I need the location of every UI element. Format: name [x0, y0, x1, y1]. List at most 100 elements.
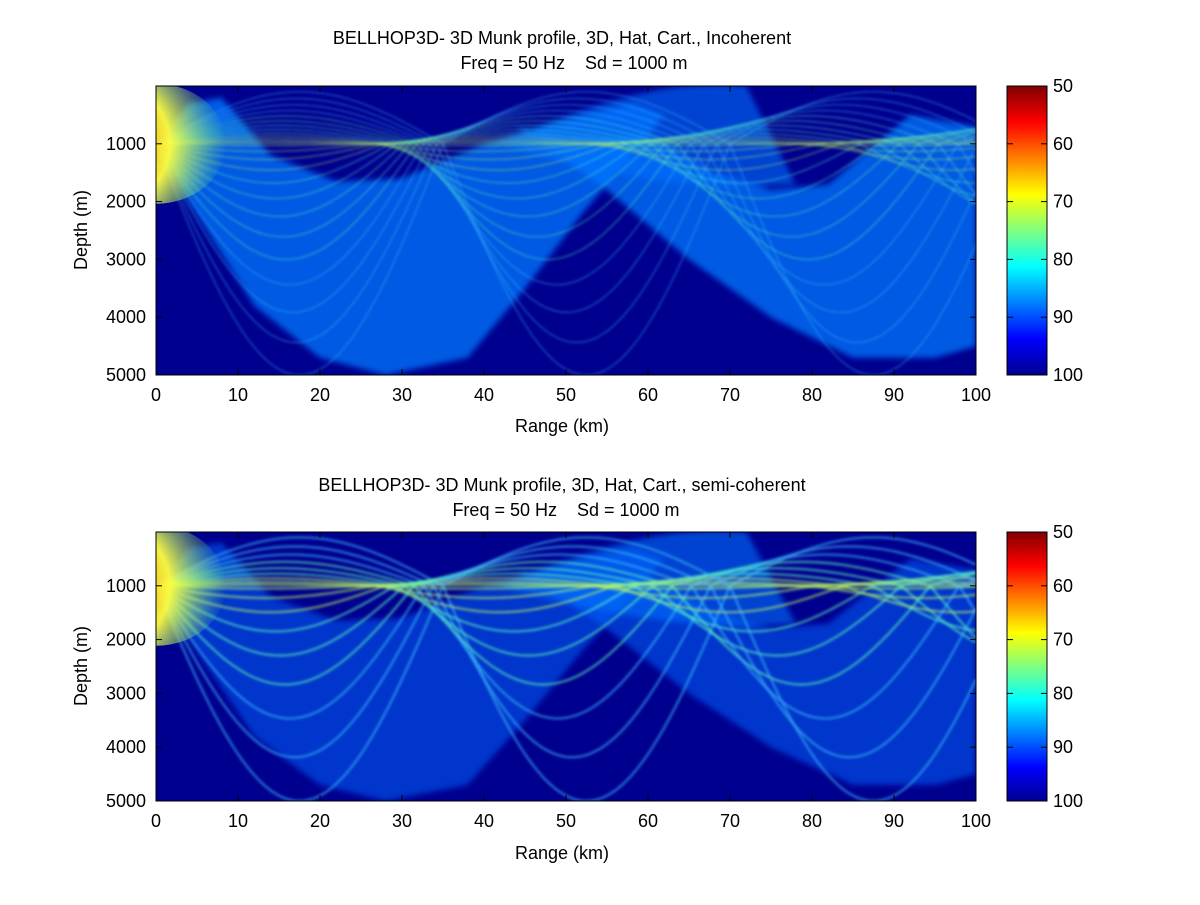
ray-path — [156, 572, 976, 633]
ray-path — [156, 128, 976, 200]
ray-path — [156, 572, 976, 633]
x-tick-label: 0 — [151, 811, 161, 831]
y-tick-label: 2000 — [106, 192, 146, 212]
colorbar-tick-label: 60 — [1053, 576, 1073, 596]
ray-path — [156, 132, 976, 184]
x-tick-label: 30 — [392, 811, 412, 831]
ray-path — [156, 577, 976, 614]
panel-2-colorbar-ramp — [1006, 531, 1048, 802]
ray-path — [156, 124, 976, 218]
x-tick-label: 50 — [556, 811, 576, 831]
panel-1-colorbar: 50 60 70 80 90 100 — [1006, 76, 1083, 385]
ray-path — [156, 560, 976, 686]
panel-2-ray-field — [156, 532, 976, 801]
energy-envelope — [156, 86, 976, 375]
panel-1-plot-area — [156, 86, 976, 375]
panel-2-colorbar: 50 60 70 80 90 100 — [1006, 522, 1083, 811]
panel-1-colorbar-ramp — [1006, 85, 1048, 376]
x-tick-label: 70 — [720, 385, 740, 405]
ray-path — [156, 545, 976, 759]
ray-path — [156, 115, 976, 261]
x-tick-label: 20 — [310, 385, 330, 405]
ray-path — [156, 567, 976, 657]
y-tick-label: 5000 — [106, 791, 146, 811]
ray-path — [156, 545, 976, 759]
colorbar-tick-label: 50 — [1053, 76, 1073, 96]
ray-path — [156, 110, 976, 286]
envelope-region-0 — [156, 97, 665, 375]
ray-path — [156, 124, 976, 217]
panel-1-title: BELLHOP3D- 3D Munk profile, 3D, Hat, Car… — [333, 28, 791, 48]
colorbar-tick-label: 80 — [1053, 683, 1073, 703]
panel-2-title: BELLHOP3D- 3D Munk profile, 3D, Hat, Car… — [318, 475, 805, 495]
colorbar-tick-label: 90 — [1053, 737, 1073, 757]
ray-path — [156, 120, 976, 238]
ray-path — [156, 560, 976, 686]
ray-path — [156, 567, 976, 657]
colorbar-tick-label: 70 — [1053, 630, 1073, 650]
panel-1-subtitle: Freq = 50 Hz Sd = 1000 m — [460, 53, 687, 73]
y-tick-label: 5000 — [106, 365, 146, 385]
x-tick-label: 100 — [961, 385, 991, 405]
x-tick-label: 70 — [720, 811, 740, 831]
panel-2-ylabel: Depth (m) — [71, 626, 91, 706]
panel-1-y-ticks: 1000 2000 3000 4000 5000 — [106, 134, 976, 385]
x-tick-label: 60 — [638, 385, 658, 405]
ray-path — [156, 580, 976, 600]
ray-bundle — [156, 536, 976, 801]
upper-arch-region — [500, 86, 796, 187]
x-tick-label: 50 — [556, 385, 576, 405]
colorbar-tick-label: 50 — [1053, 522, 1073, 542]
panel-2-x-ticks: 0 10 20 30 40 50 60 70 80 90 100 — [151, 532, 991, 831]
panel-1-x-ticks: 0 10 20 30 40 50 60 70 80 90 100 — [151, 86, 991, 405]
ray-path — [156, 97, 976, 344]
y-tick-label: 1000 — [106, 576, 146, 596]
panel-2-subtitle: Freq = 50 Hz Sd = 1000 m — [452, 500, 679, 520]
colorbar-tick-label: 60 — [1053, 134, 1073, 154]
ray-path — [156, 91, 976, 375]
x-tick-label: 10 — [228, 385, 248, 405]
x-tick-label: 30 — [392, 385, 412, 405]
source-hotspot — [156, 86, 226, 204]
x-tick-label: 80 — [802, 811, 822, 831]
panel-2: BELLHOP3D- 3D Munk profile, 3D, Hat, Car… — [71, 475, 1083, 863]
ray-bundle — [156, 91, 976, 375]
source-hotspot — [156, 532, 226, 646]
colorbar-tick-label: 80 — [1053, 249, 1073, 269]
ray-path — [156, 138, 976, 161]
x-tick-label: 90 — [884, 385, 904, 405]
y-tick-label: 4000 — [106, 307, 146, 327]
panel-1-ray-field — [156, 86, 976, 375]
ray-path — [156, 553, 976, 720]
y-tick-label: 3000 — [106, 683, 146, 703]
ray-path — [156, 104, 976, 314]
x-tick-label: 80 — [802, 385, 822, 405]
ray-path — [156, 110, 976, 286]
y-tick-label: 4000 — [106, 737, 146, 757]
ray-path — [156, 104, 976, 314]
panel-2-plot-area — [156, 532, 976, 801]
x-tick-label: 20 — [310, 811, 330, 831]
ray-path — [156, 128, 976, 200]
ray-path — [156, 580, 976, 600]
x-tick-label: 10 — [228, 811, 248, 831]
x-tick-label: 40 — [474, 811, 494, 831]
y-tick-label: 1000 — [106, 134, 146, 154]
y-tick-label: 2000 — [106, 630, 146, 650]
y-tick-label: 3000 — [106, 249, 146, 269]
panel-2-colorbar-ticks: 50 60 70 80 90 100 — [1007, 522, 1083, 811]
ray-path — [156, 553, 976, 720]
ray-path — [156, 536, 976, 801]
x-tick-label: 40 — [474, 385, 494, 405]
ray-path — [156, 140, 976, 152]
x-tick-label: 100 — [961, 811, 991, 831]
colorbar-tick-label: 70 — [1053, 192, 1073, 212]
panel-1-xlabel: Range (km) — [515, 416, 609, 436]
x-tick-label: 0 — [151, 385, 161, 405]
panel-1-ylabel: Depth (m) — [71, 190, 91, 270]
ray-path — [156, 120, 976, 238]
ray-path — [156, 135, 976, 171]
colorbar-tick-label: 100 — [1053, 791, 1083, 811]
